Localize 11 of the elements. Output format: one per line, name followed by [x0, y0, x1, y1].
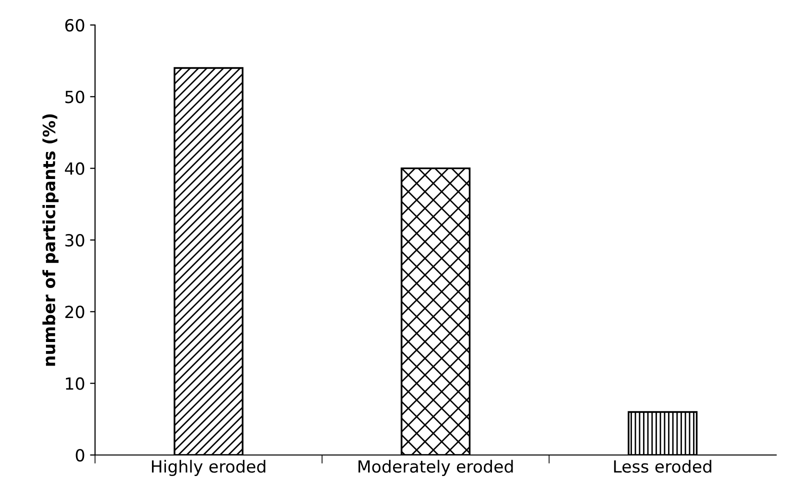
y-axis-title: number of participants (%) — [42, 114, 59, 366]
y-tick-label: 50 — [65, 90, 84, 104]
x-tick-label: Moderately eroded — [358, 460, 513, 476]
y-tick-label: 0 — [76, 448, 84, 462]
y-tick-label: 10 — [66, 377, 84, 390]
x-tick-label: Highly eroded — [152, 460, 266, 476]
y-tick-label: 40 — [64, 162, 84, 175]
x-tick-label: Less eroded — [614, 460, 712, 473]
y-tick-label: 20 — [65, 306, 84, 318]
y-tick-label: 60 — [65, 18, 84, 32]
y-tick-label: 30 — [65, 234, 84, 247]
